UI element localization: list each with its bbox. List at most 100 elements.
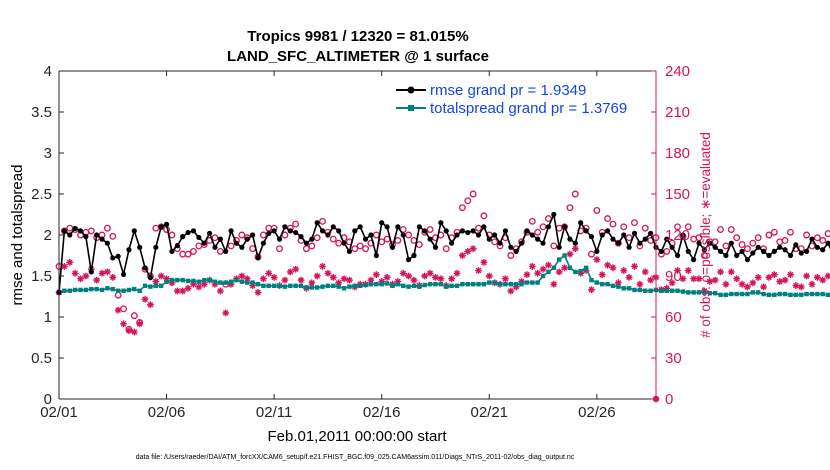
obs-evaluated-marker — [636, 280, 644, 288]
rmse-marker — [341, 240, 347, 246]
obs-possible-marker — [625, 234, 633, 242]
obs-evaluated-marker — [378, 278, 386, 285]
rmse-marker — [61, 228, 67, 234]
totalspread-marker — [271, 283, 277, 289]
x-tick-label: 02/26 — [578, 404, 616, 421]
rmse-marker — [438, 220, 444, 226]
obs-possible-marker — [765, 231, 773, 239]
obs-evaluated-marker — [211, 280, 219, 288]
rmse-marker — [142, 265, 148, 271]
obs-evaluated-marker — [566, 250, 574, 258]
totalspread-marker — [245, 280, 250, 285]
rmse-marker — [621, 232, 627, 238]
rmse-marker — [524, 228, 530, 234]
obs-evaluated-marker — [222, 309, 230, 317]
rmse-marker — [820, 247, 826, 253]
legend-rmse-marker — [407, 86, 415, 94]
y-tick-label: 0 — [44, 391, 52, 408]
obs-evaluated-marker — [297, 276, 305, 284]
obs-possible-marker — [458, 204, 466, 212]
obs-possible-marker — [641, 224, 649, 232]
totalspread-marker — [513, 282, 519, 287]
totalspread-marker — [497, 282, 503, 287]
obs-evaluated-marker — [620, 267, 628, 274]
series-totalspread — [56, 253, 830, 298]
rmse-marker — [271, 228, 277, 234]
totalspread-marker — [583, 265, 589, 270]
totalspread-marker — [470, 282, 476, 287]
obs-evaluated-marker — [770, 271, 778, 279]
obs-possible-marker — [528, 217, 536, 225]
obs-evaluated-marker — [711, 276, 719, 284]
rmse-marker — [766, 252, 772, 259]
rmse-marker — [502, 228, 509, 234]
rmse-marker — [67, 232, 73, 238]
totalspread-marker — [444, 284, 449, 289]
obs-possible-marker — [550, 242, 558, 250]
rmse-marker — [180, 234, 186, 240]
totalspread-marker — [729, 291, 734, 297]
obs-evaluated-marker — [803, 272, 810, 280]
obs-evaluated-marker — [781, 276, 789, 284]
totalspread-marker — [718, 292, 723, 298]
totalspread-marker — [712, 291, 718, 296]
totalspread-marker — [809, 291, 815, 297]
totalspread-marker — [691, 290, 696, 295]
obs-evaluated-marker — [179, 287, 187, 295]
rmse-marker — [319, 228, 326, 234]
rmse-marker — [481, 224, 487, 230]
obs-possible-marker — [238, 231, 246, 239]
obs-possible-marker — [313, 234, 321, 242]
totalspread-marker — [476, 282, 481, 287]
totalspread-marker — [815, 291, 820, 297]
y-tick-label: 3 — [44, 145, 52, 162]
obs-evaluated-marker — [545, 261, 552, 269]
totalspread-marker — [234, 277, 239, 283]
totalspread-marker — [825, 292, 830, 298]
rmse-marker — [615, 240, 621, 246]
rmse-marker — [513, 248, 519, 254]
totalspread-marker — [519, 282, 524, 287]
totalspread-marker — [707, 291, 712, 296]
totalspread-marker — [202, 277, 207, 283]
obs-possible-marker — [103, 224, 111, 232]
rmse-marker — [169, 248, 175, 254]
obs-possible-marker — [824, 230, 830, 238]
y2-tick-label: 180 — [665, 145, 690, 162]
x-axis-label: Feb.01,2011 00:00:00 start — [267, 428, 447, 445]
rmse-marker — [803, 248, 810, 254]
rmse-marker — [250, 232, 256, 238]
rmse-marker — [744, 257, 751, 263]
rmse-marker — [201, 240, 207, 246]
totalspread-marker — [207, 277, 212, 283]
obs-possible-marker — [743, 245, 751, 253]
obs-evaluated-marker — [190, 280, 197, 288]
rmse-marker — [717, 248, 724, 254]
rmse-marker — [223, 248, 229, 254]
totalspread-marker — [664, 288, 669, 293]
y-tick-label: 1 — [44, 309, 52, 326]
rmse-marker — [669, 244, 675, 250]
rmse-marker — [723, 252, 729, 259]
obs-evaluated-marker — [727, 268, 735, 276]
totalspread-marker — [191, 278, 196, 284]
totalspread-marker — [643, 288, 648, 293]
rmse-marker — [782, 247, 788, 253]
rmse-marker — [276, 236, 283, 242]
rmse-marker — [352, 228, 358, 234]
obs-evaluated-marker — [168, 279, 176, 287]
totalspread-marker — [72, 287, 78, 293]
rmse-marker — [642, 236, 648, 242]
totalspread-marker — [594, 280, 600, 285]
legend-spread-marker — [408, 105, 414, 111]
totalspread-marker — [530, 280, 535, 285]
obs-evaluated-marker — [760, 283, 767, 291]
totalspread-marker — [578, 268, 583, 274]
obs-evaluated-marker — [281, 276, 289, 284]
totalspread-marker — [228, 279, 234, 284]
rmse-marker — [696, 240, 702, 246]
totalspread-marker — [556, 257, 562, 262]
obs-evaluated-marker — [754, 273, 762, 281]
obs-possible-marker — [609, 220, 617, 228]
obs-evaluated-marker — [448, 275, 456, 283]
